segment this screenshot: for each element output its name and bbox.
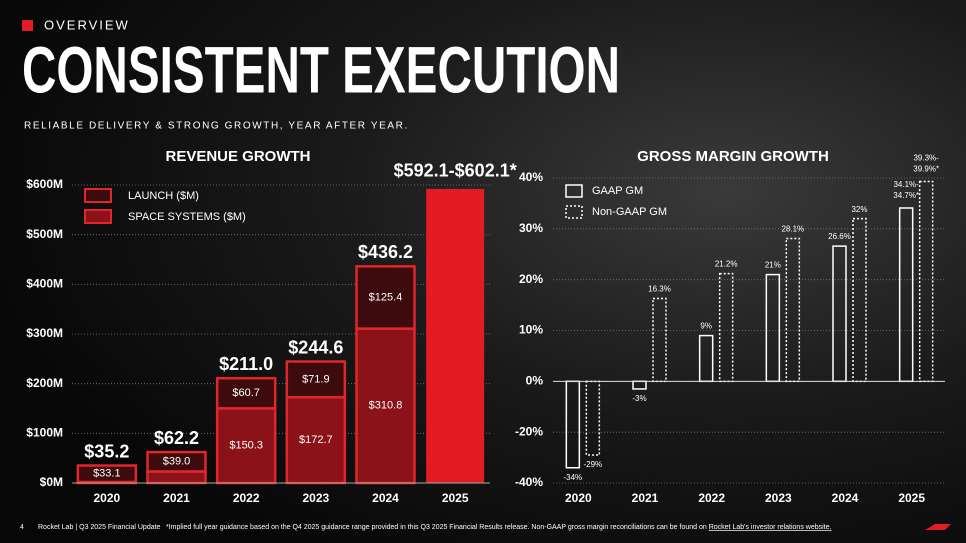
bar-segment [215, 407, 277, 485]
y-tick-label: 40% [519, 170, 543, 184]
value-label: 34.1%- [893, 180, 919, 189]
x-tick-label: 2023 [302, 491, 329, 505]
value-label: 9% [700, 322, 712, 331]
value-label: 21% [765, 261, 781, 270]
bar-segment [146, 470, 207, 485]
y-tick-label: $600M [26, 177, 63, 191]
ir-link[interactable]: Rocket Lab's investor relations website. [709, 524, 832, 531]
value-label: 34.7%* [893, 191, 919, 200]
y-tick-label: -40% [515, 475, 543, 489]
value-label: 39.3%- [913, 154, 939, 163]
bar-segment [355, 265, 416, 330]
slide-subtitle: RELIABLE DELIVERY & STRONG GROWTH, YEAR … [24, 121, 409, 132]
bar [918, 180, 934, 383]
total-label: $35.2 [84, 441, 129, 461]
x-tick-label: 2021 [163, 491, 190, 505]
bar [585, 380, 601, 456]
segment-label: $150.3 [229, 440, 263, 452]
value-label: 28.1% [781, 225, 804, 234]
value-label: 32% [851, 205, 867, 214]
x-tick-label: 2024 [372, 491, 399, 505]
source: Rocket Lab | Q3 2025 Financial Update [38, 524, 161, 531]
segment-label: $172.7 [299, 434, 333, 446]
total-label: $211.0 [219, 354, 273, 374]
y-tick-label: $400M [26, 277, 63, 291]
segment-label: $60.7 [232, 387, 260, 399]
section-marker [22, 20, 33, 31]
bar [785, 237, 801, 383]
bar-segment [355, 327, 416, 485]
legend-swatch [565, 205, 583, 219]
guidance-bar [426, 188, 485, 484]
y-tick-label: 10% [519, 323, 543, 337]
bar-segment [146, 450, 207, 473]
legend-swatch [84, 188, 112, 203]
y-tick-label: $0M [40, 475, 63, 489]
segment-label: $39.0 [163, 456, 191, 468]
x-tick-label: 2025 [898, 491, 925, 505]
legend-label: Non-GAAP GM [592, 206, 667, 218]
value-label: 26.6% [828, 232, 851, 241]
section-label: OVERVIEW [44, 17, 130, 32]
value-label: -29% [583, 460, 602, 469]
x-tick-label: 2025 [442, 491, 469, 505]
y-tick-label: $300M [26, 326, 63, 340]
legend-label: LAUNCH ($M) [128, 190, 199, 202]
total-label: $436.2 [358, 242, 413, 262]
chart-title: REVENUE GROWTH [165, 148, 310, 165]
y-tick-label: 20% [519, 272, 543, 286]
legend-label: SPACE SYSTEMS ($M) [128, 211, 246, 223]
segment-label: $71.9 [302, 373, 330, 385]
segment-label: $310.8 [369, 400, 403, 412]
legend-label: GAAP GM [592, 185, 643, 197]
segment-label: $33.1 [93, 468, 121, 480]
value-label: 39.9%* [913, 165, 939, 174]
slide-title: CONSISTENT EXECUTION [22, 32, 620, 106]
legend-swatch [84, 209, 112, 224]
bar [852, 217, 867, 383]
segment-label: $125.4 [369, 291, 403, 303]
bar-segment [285, 360, 347, 399]
y-tick-label: 0% [526, 374, 544, 388]
guidance-label: $592.1-$602.1* [394, 161, 517, 181]
x-tick-label: 2023 [765, 491, 792, 505]
total-label: $62.2 [154, 428, 199, 448]
y-tick-label: $500M [26, 227, 63, 241]
total-label: $244.6 [288, 337, 343, 357]
chart-title: GROSS MARGIN GROWTH [637, 148, 829, 165]
x-tick-label: 2024 [832, 491, 859, 505]
value-label: 21.2% [715, 260, 738, 269]
page-number: 4 [20, 524, 24, 531]
x-tick-label: 2022 [698, 491, 725, 505]
margin-chart: -40% -20% 0% 10% 20% 30% 40% GAAP GM Non-GAAP GM… [515, 154, 945, 505]
legend-swatch [565, 184, 583, 198]
x-tick-label: 2020 [93, 491, 120, 505]
y-tick-label: -20% [515, 424, 543, 438]
logo [925, 524, 951, 530]
y-tick-label: 30% [519, 221, 543, 235]
y-tick-label: $100M [26, 426, 63, 440]
bar-segment [76, 464, 138, 484]
x-tick-label: 2020 [565, 491, 592, 505]
footnote-text: *Implied full year guidance based on the… [166, 524, 707, 531]
x-tick-label: 2022 [233, 491, 260, 505]
y-tick-label: $200M [26, 376, 63, 390]
value-label: 16.3% [648, 285, 671, 294]
value-label: -34% [563, 473, 582, 482]
x-tick-label: 2021 [632, 491, 659, 505]
revenue-chart: $0M $100M $200M $300M $400M $500M $600M LAUNCH … [26, 161, 516, 505]
footnote: *Implied full year guidance based on the… [166, 524, 832, 531]
value-label: -3% [632, 394, 646, 403]
bar-segment [215, 376, 277, 410]
